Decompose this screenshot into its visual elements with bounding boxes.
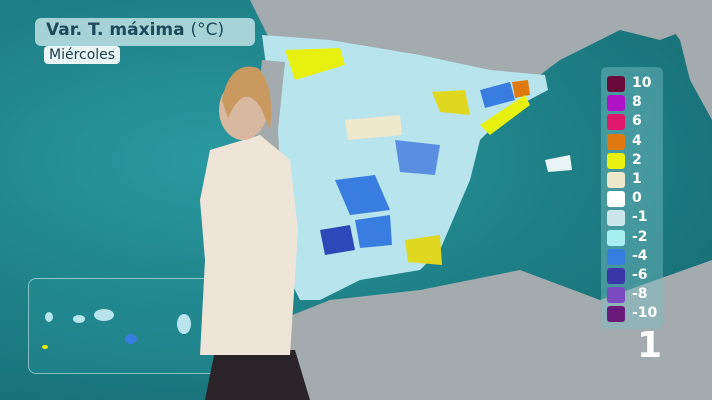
legend-swatch [607, 248, 625, 265]
region-yellow-coast [480, 95, 530, 135]
region-orange-catalonia [512, 80, 530, 98]
legend-item: 0 [607, 190, 663, 208]
legend-swatch [607, 306, 625, 323]
legend-item: -10 [607, 305, 663, 323]
map-title: Var. T. máxima (°C) [46, 20, 224, 40]
region-blue-catalonia [480, 82, 515, 108]
legend-label: 1 [632, 171, 642, 187]
legend-item: 8 [607, 94, 663, 112]
region-cream-ebro [345, 115, 402, 140]
title-panel [35, 18, 255, 46]
legend-label: 8 [632, 94, 642, 111]
legend-item: 4 [607, 132, 663, 150]
region-blue-center [335, 175, 390, 215]
region-yellow-murcia [405, 235, 442, 265]
legend-label: -2 [632, 228, 648, 245]
france-landmass [250, 0, 712, 75]
legend-item: 10 [607, 75, 663, 92]
region-blue-la-mancha [355, 215, 392, 248]
legend-label: -8 [632, 286, 648, 303]
canary-islands-inset [28, 278, 218, 374]
legend-swatch [607, 152, 625, 169]
region-yellow-aragon [432, 90, 470, 115]
legend-swatch [607, 76, 625, 92]
legend-item: -8 [607, 286, 663, 304]
legend-swatch [607, 95, 625, 112]
legend-label: -10 [632, 305, 658, 322]
legend-item: 2 [607, 151, 663, 169]
legend-item: 1 [607, 171, 663, 188]
region-yellow-north [285, 48, 345, 80]
legend-label: 0 [632, 190, 642, 207]
canary-islands-map [42, 309, 191, 349]
africa-landmass [230, 260, 712, 400]
legend-label: 10 [632, 75, 652, 91]
legend-label: -4 [632, 247, 648, 264]
page-number: 1 [637, 325, 663, 366]
legend-item: -6 [607, 267, 663, 284]
region-blue-castilla [395, 140, 440, 175]
italy-landmass [650, 0, 712, 120]
legend-item: -2 [607, 228, 663, 246]
legend-item: 6 [607, 113, 663, 131]
legend-swatch [607, 210, 625, 227]
legend-swatch [607, 133, 625, 150]
legend-swatch [607, 229, 625, 246]
region-darkblue-west [320, 225, 355, 255]
legend-label: 2 [632, 151, 642, 168]
color-legend: 10 8 6 4 2 1 0 -1 -2 -4 -6 -8 -10 [601, 67, 663, 329]
legend-swatch [607, 191, 625, 208]
legend-label: 4 [632, 132, 642, 149]
legend-item: -4 [607, 247, 663, 265]
legend-item: -1 [607, 209, 663, 227]
legend-swatch [607, 268, 625, 284]
title-main: Var. T. máxima [46, 20, 185, 40]
legend-swatch [607, 287, 625, 304]
legend-label: 6 [632, 113, 642, 130]
day-label: Miércoles [44, 46, 121, 64]
legend-swatch [607, 114, 625, 131]
title-unit: (°C) [190, 20, 225, 40]
legend-label: -1 [632, 209, 648, 226]
legend-label: -6 [632, 267, 648, 283]
legend-swatch [607, 172, 625, 188]
balearic-islands [545, 155, 572, 172]
